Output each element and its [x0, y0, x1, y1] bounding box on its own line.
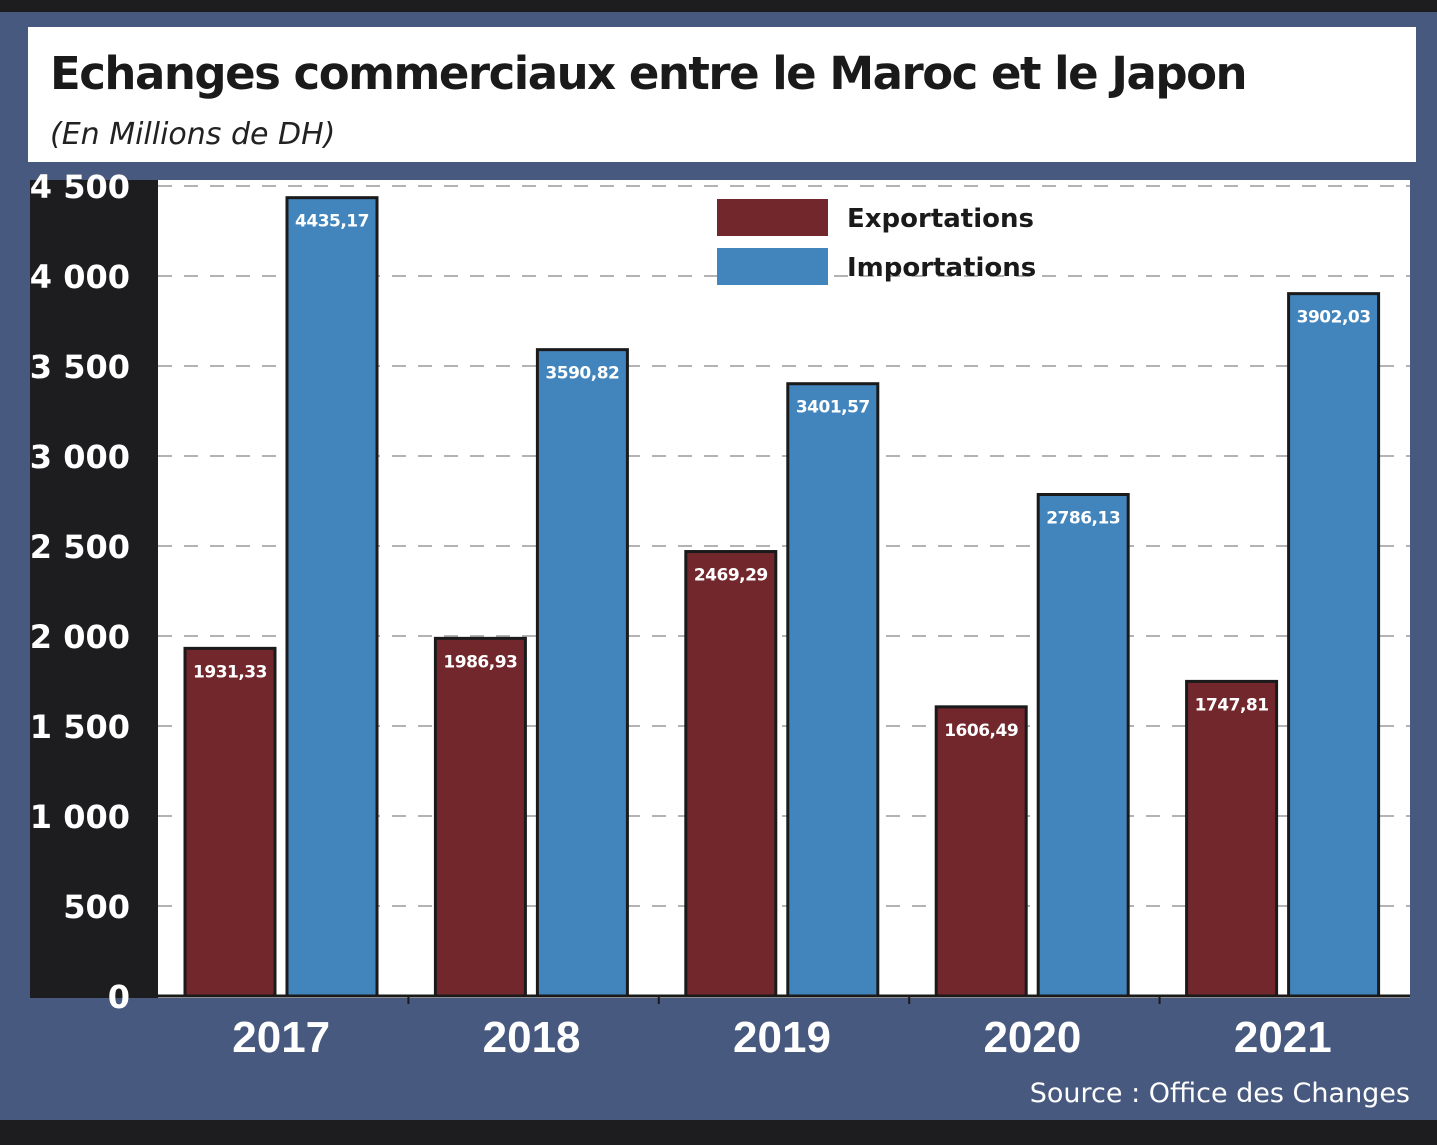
- y-tick-label: 2 000: [30, 618, 130, 656]
- y-axis-panel: [30, 180, 158, 998]
- importations-bar: [1287, 292, 1381, 998]
- data-label: 3401,57: [796, 398, 870, 418]
- y-tick-label: 4 500: [30, 168, 130, 206]
- exportations-bar: [934, 705, 1028, 998]
- chart-title: Echanges commerciaux entre le Maroc et l…: [50, 47, 1248, 100]
- y-tick-label: 3 500: [30, 348, 130, 386]
- data-label: 1986,93: [443, 652, 517, 672]
- importations-bar: [285, 196, 379, 998]
- x-tick-label: 2019: [733, 1013, 831, 1062]
- bottom-border: [0, 1120, 1437, 1145]
- data-label: 1606,49: [944, 721, 1018, 741]
- y-tick-label: 4 000: [30, 258, 130, 296]
- x-tick-label: 2018: [483, 1013, 581, 1062]
- y-tick-label: 2 500: [30, 528, 130, 566]
- importations-bar: [535, 348, 629, 998]
- y-tick-label: 0: [108, 978, 130, 1016]
- y-tick-label: 1 000: [30, 798, 130, 836]
- legend-swatch: [717, 199, 828, 236]
- importations-bar: [1036, 492, 1130, 998]
- source-note: Source : Office des Changes: [1029, 1078, 1410, 1109]
- legend-swatch: [717, 248, 828, 285]
- data-label: 3902,03: [1297, 308, 1371, 328]
- exportations-bar: [684, 550, 778, 998]
- data-label: 2786,13: [1046, 508, 1120, 528]
- exportations-bar: [1185, 679, 1279, 998]
- y-tick-label: 500: [63, 888, 130, 926]
- title-box: Echanges commerciaux entre le Maroc et l…: [28, 27, 1416, 162]
- x-tick-label: 2021: [1234, 1013, 1332, 1062]
- x-tick-label: 2020: [983, 1013, 1081, 1062]
- exportations-bar: [433, 636, 527, 998]
- y-tick-label: 3 000: [30, 438, 130, 476]
- legend-label: Importations: [847, 253, 1036, 283]
- top-border: [0, 0, 1437, 12]
- data-label: 1931,33: [193, 662, 267, 682]
- legend-label: Exportations: [847, 204, 1034, 234]
- chart-subtitle: (En Millions de DH): [50, 117, 336, 152]
- y-tick-label: 1 500: [30, 708, 130, 746]
- x-tick-label: 2017: [232, 1013, 330, 1062]
- data-label: 4435,17: [295, 212, 369, 232]
- data-label: 3590,82: [545, 364, 619, 384]
- data-label: 1747,81: [1195, 695, 1269, 715]
- importations-bar: [786, 382, 880, 998]
- data-label: 2469,29: [694, 566, 768, 586]
- exportations-bar: [183, 646, 277, 998]
